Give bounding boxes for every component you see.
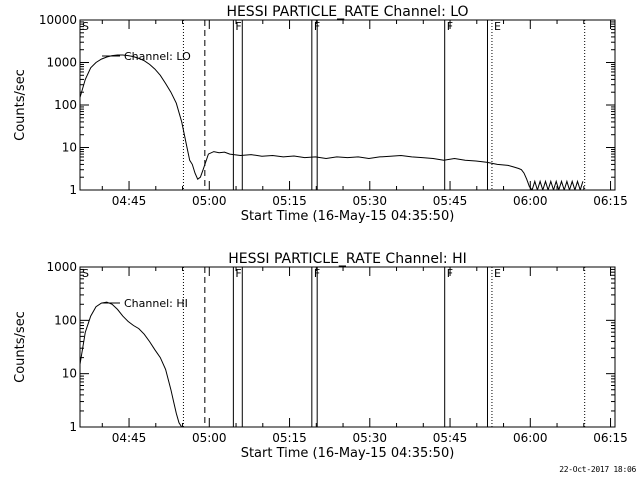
x-tick-label: 04:45 bbox=[112, 431, 147, 445]
legend-label-hi: Channel: HI bbox=[124, 297, 188, 310]
legend-label-lo: Channel: LO bbox=[124, 50, 191, 63]
marker-letter: F bbox=[235, 20, 241, 33]
x-tick-label: 06:00 bbox=[513, 431, 548, 445]
plot-frame-lo bbox=[79, 19, 616, 191]
y-tick-label: 100 bbox=[54, 98, 77, 112]
x-tick-label: 05:15 bbox=[272, 194, 307, 208]
marker-letter: E bbox=[494, 267, 501, 280]
y-tick-label: 1000 bbox=[46, 56, 77, 70]
y-tick-label: 1 bbox=[69, 183, 77, 197]
marker-letter: S bbox=[82, 20, 89, 33]
x-tick-label: 05:00 bbox=[192, 194, 227, 208]
y-tick-label: 100 bbox=[54, 313, 77, 327]
x-tick-label: 04:45 bbox=[112, 194, 147, 208]
marker-letter: F bbox=[447, 267, 453, 280]
date-stamp: 22-Oct-2017 18:06 bbox=[559, 465, 636, 474]
x-tick-label: 06:15 bbox=[593, 194, 628, 208]
marker-letter: F bbox=[447, 20, 453, 33]
x-tick-label: 05:30 bbox=[352, 431, 387, 445]
marker-letter: F bbox=[235, 267, 241, 280]
plot-frame-hi bbox=[79, 266, 616, 428]
x-tick-label: 05:15 bbox=[272, 431, 307, 445]
y-tick-label: 10000 bbox=[39, 13, 77, 27]
marker-letter: E bbox=[494, 20, 501, 33]
series-line-lo bbox=[80, 54, 584, 190]
x-tick-label: 05:45 bbox=[433, 194, 468, 208]
x-tick-label: 05:00 bbox=[192, 431, 227, 445]
x-tick-label: 05:30 bbox=[352, 194, 387, 208]
x-tick-label: 06:15 bbox=[593, 431, 628, 445]
chart-title-hi: HESSI PARTICLE_RATE Channel: HI bbox=[228, 251, 466, 267]
x-tick-label: 06:00 bbox=[513, 194, 548, 208]
y-tick-label: 1000 bbox=[46, 260, 77, 274]
y-axis-label-hi: Counts/sec bbox=[13, 311, 28, 383]
y-tick-label: 10 bbox=[62, 367, 77, 381]
y-tick-label: 10 bbox=[62, 141, 77, 155]
series-line-hi bbox=[80, 301, 183, 427]
x-axis-label-lo: Start Time (16-May-15 04:35:50) bbox=[241, 209, 455, 224]
marker-letter: S bbox=[82, 267, 89, 280]
chart-title-lo: HESSI PARTICLE_RATE Channel: LO bbox=[226, 4, 468, 20]
y-tick-label: 1 bbox=[69, 420, 77, 434]
y-axis-label-lo: Counts/sec bbox=[13, 69, 28, 141]
x-tick-label: 05:45 bbox=[433, 431, 468, 445]
x-axis-label-hi: Start Time (16-May-15 04:35:50) bbox=[241, 446, 455, 461]
